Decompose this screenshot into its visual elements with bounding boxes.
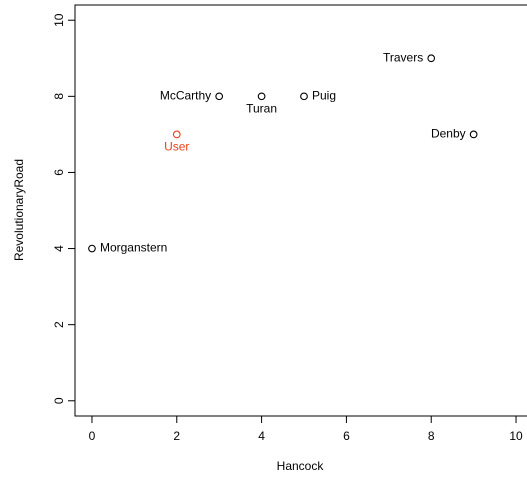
point-label: Denby [431, 127, 466, 141]
y-tick-label: 2 [52, 321, 66, 328]
x-axis-label: Hancock [277, 459, 325, 473]
y-tick-label: 0 [52, 397, 66, 404]
point [257, 92, 266, 101]
x-tick-label: 6 [343, 429, 350, 443]
point [427, 54, 436, 63]
x-tick-label: 4 [258, 429, 265, 443]
y-tick-label: 8 [52, 93, 66, 100]
point [88, 244, 96, 253]
x-tick-label: 10 [509, 429, 523, 443]
plot-box [74, 4, 527, 417]
y-axis-label: RevolutionaryRoad [12, 159, 26, 261]
y-tick-label: 6 [52, 169, 66, 176]
point [469, 130, 478, 139]
y-tick-label: 4 [52, 245, 66, 252]
x-tick-label: 0 [89, 429, 96, 443]
y-tick-label: 10 [52, 13, 66, 27]
point-label: Morganstern [100, 241, 167, 255]
x-tick-label: 2 [173, 429, 180, 443]
x-tick-label: 8 [428, 429, 435, 443]
point-label: Travers [383, 50, 423, 64]
point-label: Puig [312, 89, 336, 103]
point-label: McCarthy [160, 89, 211, 103]
point-label: Turan [246, 102, 277, 116]
point [172, 130, 181, 139]
point-label: User [164, 140, 189, 154]
point [215, 92, 224, 101]
point [300, 92, 308, 101]
